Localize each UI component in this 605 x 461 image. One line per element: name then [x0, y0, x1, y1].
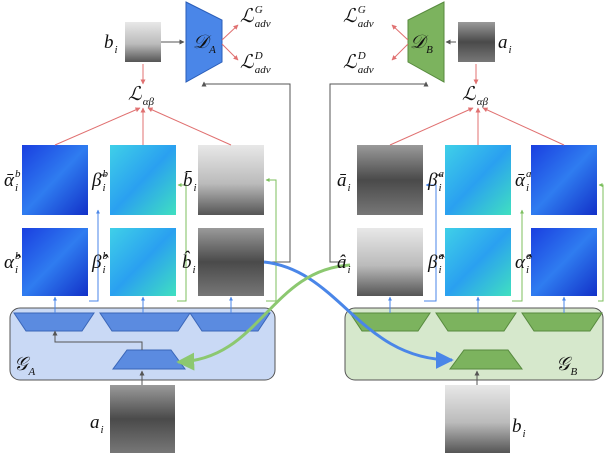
- label-base: a: [498, 32, 508, 53]
- math-label: ℒαβ: [128, 84, 154, 108]
- label-sub: i: [509, 44, 512, 56]
- label-sup: G: [255, 4, 263, 16]
- label-sup: b: [15, 168, 21, 180]
- math-label: ai: [90, 412, 104, 436]
- label-sub: i: [15, 264, 18, 276]
- label-base: ℒ: [343, 52, 358, 73]
- images: [22, 22, 597, 453]
- label-base: b: [104, 32, 114, 53]
- label-sub: B: [426, 44, 433, 56]
- label-sub: i: [348, 182, 351, 194]
- label-sub: i: [102, 264, 105, 276]
- label-sup: a: [438, 250, 444, 262]
- label-base: a: [90, 412, 100, 433]
- math-label: âi: [337, 252, 351, 276]
- label-base: b̄: [183, 170, 193, 191]
- label-base: ā: [337, 170, 347, 191]
- label-sub: i: [438, 182, 441, 194]
- label-sub: αβ: [143, 96, 155, 108]
- label-base: ᾱ: [4, 170, 15, 191]
- label-sub: i: [438, 264, 441, 276]
- math-label: b̂i: [182, 251, 196, 276]
- label-sub: αβ: [477, 96, 489, 108]
- label-sub: i: [348, 264, 351, 276]
- label-base: b̂: [182, 251, 192, 273]
- label-sub: i: [193, 264, 196, 276]
- label-sub: i: [115, 44, 118, 56]
- label-sub: adv: [358, 18, 374, 30]
- label-base: ℒ: [343, 6, 358, 27]
- label-base: ℒ: [128, 84, 143, 105]
- label-sub: adv: [358, 64, 374, 76]
- math-label: ai: [498, 32, 512, 56]
- label-sup: b: [15, 250, 21, 262]
- label-sub: B: [571, 366, 578, 378]
- label-sub: i: [15, 182, 18, 194]
- label-sup: a: [526, 250, 532, 262]
- math-label: b̄i: [183, 170, 197, 194]
- math-label: bi: [104, 32, 118, 56]
- diagram: bi𝒟AℒGadvℒDadvℒαβᾱbiβ̄bib̄iα̂biβ̂bib̂i𝒢A…: [0, 0, 605, 461]
- label-base: ℒ: [462, 84, 477, 105]
- label-sub: i: [526, 182, 529, 194]
- label-base: â: [337, 252, 347, 273]
- label-base: ℒ: [240, 52, 255, 73]
- label-sup: D: [357, 50, 366, 62]
- label-sub: i: [526, 264, 529, 276]
- label-base: ᾱ: [515, 170, 526, 191]
- label-sub: adv: [255, 18, 271, 30]
- label-base: b: [512, 416, 522, 437]
- label-sup: D: [254, 50, 263, 62]
- math-label: bi: [512, 416, 526, 440]
- label-sup: b: [102, 250, 108, 262]
- label-sub: i: [102, 182, 105, 194]
- label-sup: a: [526, 168, 532, 180]
- label-sub: i: [101, 424, 104, 436]
- math-label: ℒαβ: [462, 84, 488, 108]
- label-sub: i: [523, 428, 526, 440]
- label-sub: i: [194, 182, 197, 194]
- label-sub: adv: [255, 64, 271, 76]
- label-sup: G: [358, 4, 366, 16]
- label-sup: a: [438, 168, 444, 180]
- label-sub: A: [28, 366, 36, 378]
- label-sub: A: [208, 44, 216, 56]
- label-base: ℒ: [240, 6, 255, 27]
- label-sup: b: [102, 168, 108, 180]
- math-label: āi: [337, 170, 351, 194]
